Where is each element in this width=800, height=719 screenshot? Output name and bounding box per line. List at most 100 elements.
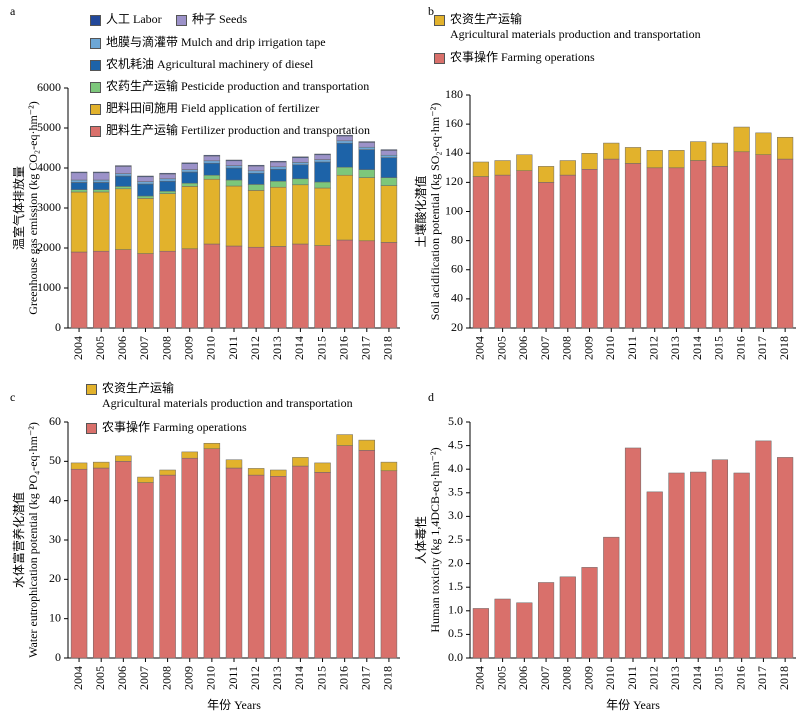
- x-tick-label: 2007: [538, 666, 552, 690]
- legend-item: 农资生产运输 Agricultural materials production…: [86, 381, 353, 411]
- bar-segment: [270, 161, 287, 168]
- bar-segment: [247, 184, 265, 191]
- bar-segment: [181, 171, 198, 184]
- bar-segment: [472, 161, 489, 177]
- bar-segment: [292, 162, 309, 166]
- bar-segment: [314, 472, 331, 659]
- bar-segment: [159, 193, 176, 252]
- y-axis-label: 温室气体排放量: [11, 166, 26, 250]
- legend-label: 人工 Labor: [106, 12, 162, 26]
- y-tick-label: 80: [451, 232, 463, 246]
- bar-segment: [70, 462, 88, 470]
- bar-segment: [690, 141, 707, 161]
- bar-segment: [247, 170, 265, 174]
- bar-segment: [92, 179, 110, 183]
- bar-segment: [70, 172, 88, 181]
- bar-segment: [92, 172, 110, 181]
- legend-item: 肥料田间施用 Field application of fertilizer: [90, 101, 319, 116]
- bar-segment: [668, 150, 685, 169]
- bar-segment: [314, 245, 331, 329]
- x-tick-label: 2005: [494, 666, 508, 690]
- bar: [755, 440, 772, 659]
- bar-segment: [247, 468, 265, 476]
- bar-segment: [516, 170, 533, 329]
- bar-segment: [292, 178, 309, 186]
- x-tick-label: 2017: [359, 336, 373, 360]
- bar-segment: [115, 186, 132, 190]
- x-tick-label: 2014: [690, 666, 704, 690]
- x-tick-label: 2009: [181, 336, 195, 360]
- x-tick-label: 2009: [581, 336, 595, 360]
- x-tick-label: 2014: [292, 666, 306, 690]
- x-tick-label: 2010: [204, 666, 218, 690]
- y-axis-label: Human toxicity (kg 1,4DCB-eq·hm⁻²): [428, 447, 442, 632]
- legend-label: 农事操作 Farming operations: [450, 50, 595, 64]
- bar-segment: [336, 134, 353, 137]
- bar: [711, 459, 729, 659]
- y-axis-label: Soil acidification potential (kg SO₂-eq·…: [428, 103, 442, 320]
- y-tick-label: 40: [451, 291, 463, 305]
- bar-segment: [755, 132, 772, 155]
- bar-segment: [336, 142, 353, 168]
- bar-segment: [292, 243, 309, 329]
- bar-segment: [137, 175, 154, 178]
- y-tick-label: 50: [49, 453, 61, 467]
- x-tick-label: 2010: [603, 336, 617, 360]
- x-tick-label: 2010: [603, 666, 617, 690]
- bar-segment: [247, 165, 265, 172]
- x-tick-label: 2013: [270, 666, 284, 690]
- bar-segment: [336, 434, 353, 446]
- bar-segment: [270, 476, 287, 659]
- legend-item: 地膜与滴灌带 Mulch and drip irrigation tape: [90, 35, 326, 50]
- bar-segment: [115, 166, 132, 174]
- y-tick-label: 3.0: [448, 508, 463, 522]
- legend-item: 农机耗油 Agricultural machinery of diesel: [90, 57, 313, 72]
- panel-label: a: [10, 4, 16, 18]
- y-axis-label: 土壤酸化潜值: [413, 175, 428, 247]
- legend-label: 农事操作 Farming operations: [102, 420, 247, 434]
- bar-segment: [159, 474, 176, 659]
- bar: [537, 582, 555, 659]
- bar-segment: [92, 189, 110, 193]
- bar-segment: [159, 469, 176, 476]
- y-tick-label: 2000: [37, 240, 61, 254]
- y-tick-label: 1.0: [448, 603, 463, 617]
- y-tick-label: 120: [445, 174, 463, 188]
- bar-segment: [70, 251, 88, 329]
- y-axis-label: 水体富营养化潜值: [11, 492, 26, 588]
- bar-segment: [270, 160, 287, 163]
- legend-swatch: [176, 15, 187, 26]
- legend-label: 地膜与滴灌带 Mulch and drip irrigation tape: [106, 35, 326, 49]
- y-tick-label: 3000: [37, 200, 61, 214]
- legend-swatch: [90, 60, 101, 71]
- legend-label: 农药生产运输 Pesticide production and transpor…: [106, 79, 370, 93]
- legend-swatch: [90, 126, 101, 137]
- bar-segment: [494, 160, 511, 176]
- y-tick-label: 0: [55, 320, 61, 334]
- y-axis-label: 人体毒性: [414, 516, 428, 564]
- bar-segment: [181, 186, 198, 250]
- bar-segment: [336, 166, 353, 176]
- y-tick-label: 4000: [37, 160, 61, 174]
- bar-segment: [181, 163, 198, 170]
- legend-item: 农事操作 Farming operations: [86, 420, 247, 435]
- bar-segment: [270, 246, 287, 329]
- bar: [777, 457, 794, 659]
- bar-segment: [115, 461, 132, 659]
- bar-segment: [537, 182, 555, 329]
- bar: [472, 608, 489, 659]
- x-tick-label: 2007: [137, 336, 151, 360]
- bar-segment: [292, 164, 309, 180]
- y-tick-label: 100: [445, 203, 463, 217]
- bar-segment: [92, 182, 110, 190]
- bar-segment: [336, 174, 353, 241]
- y-tick-label: 3.5: [448, 485, 463, 499]
- panel-label: b: [428, 4, 434, 18]
- bar-segment: [624, 163, 642, 329]
- x-tick-label: 2007: [137, 666, 151, 690]
- x-tick-label: 2018: [381, 666, 395, 690]
- x-tick-label: 2006: [516, 666, 530, 690]
- x-tick-label: 2011: [625, 336, 639, 360]
- bar-segment: [581, 153, 598, 170]
